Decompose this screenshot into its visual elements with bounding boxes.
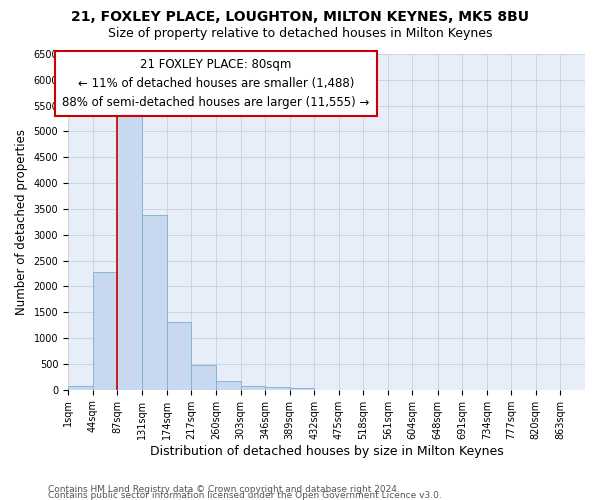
Bar	[68, 386, 92, 390]
Text: 21 FOXLEY PLACE: 80sqm
← 11% of detached houses are smaller (1,488)
88% of semi-: 21 FOXLEY PLACE: 80sqm ← 11% of detached…	[62, 58, 370, 109]
Bar	[117, 108, 142, 390]
Bar	[241, 386, 265, 390]
Bar	[92, 272, 117, 390]
Bar	[265, 386, 290, 390]
Bar	[191, 365, 216, 390]
Text: Contains public sector information licensed under the Open Government Licence v3: Contains public sector information licen…	[48, 491, 442, 500]
Y-axis label: Number of detached properties: Number of detached properties	[15, 129, 28, 315]
Text: 21, FOXLEY PLACE, LOUGHTON, MILTON KEYNES, MK5 8BU: 21, FOXLEY PLACE, LOUGHTON, MILTON KEYNE…	[71, 10, 529, 24]
X-axis label: Distribution of detached houses by size in Milton Keynes: Distribution of detached houses by size …	[149, 444, 503, 458]
Bar	[216, 382, 241, 390]
Text: Size of property relative to detached houses in Milton Keynes: Size of property relative to detached ho…	[108, 28, 492, 40]
Bar	[167, 322, 191, 390]
Bar	[290, 388, 314, 390]
Text: Contains HM Land Registry data © Crown copyright and database right 2024.: Contains HM Land Registry data © Crown c…	[48, 485, 400, 494]
Bar	[142, 215, 167, 390]
